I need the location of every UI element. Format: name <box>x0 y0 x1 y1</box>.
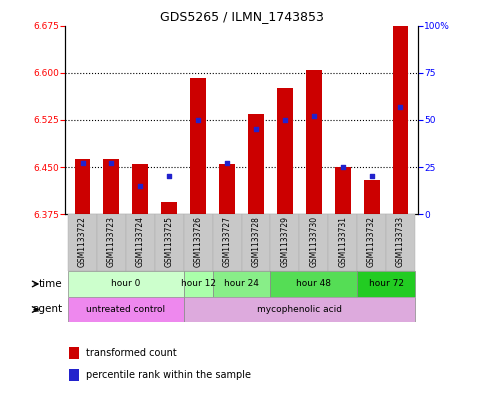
Text: hour 72: hour 72 <box>369 279 403 288</box>
Point <box>397 103 404 110</box>
Text: GSM1133726: GSM1133726 <box>194 216 203 267</box>
Bar <box>68 297 184 322</box>
Text: agent: agent <box>33 305 63 314</box>
Text: hour 0: hour 0 <box>111 279 141 288</box>
Bar <box>213 214 242 271</box>
Text: GSM1133724: GSM1133724 <box>136 216 145 267</box>
Text: GSM1133728: GSM1133728 <box>252 216 260 267</box>
Point <box>310 113 318 119</box>
Bar <box>248 114 264 214</box>
Bar <box>68 271 184 297</box>
Text: time: time <box>39 279 63 289</box>
Point <box>79 160 86 166</box>
Point <box>252 126 260 132</box>
Bar <box>155 214 184 271</box>
Point <box>223 160 231 166</box>
Bar <box>190 78 206 214</box>
Point <box>137 183 144 189</box>
Bar <box>213 271 270 297</box>
Text: GSM1133722: GSM1133722 <box>78 216 87 267</box>
Text: percentile rank within the sample: percentile rank within the sample <box>86 370 251 380</box>
Point <box>368 173 375 180</box>
Bar <box>161 202 177 214</box>
Point <box>194 117 202 123</box>
Bar <box>184 297 415 322</box>
Bar <box>97 214 126 271</box>
Bar <box>242 214 270 271</box>
Bar <box>132 164 148 214</box>
Bar <box>103 160 119 214</box>
Bar <box>335 167 351 214</box>
Text: GSM1133731: GSM1133731 <box>338 216 347 267</box>
Bar <box>270 214 299 271</box>
Bar <box>184 271 213 297</box>
Bar <box>393 26 409 214</box>
Bar <box>68 214 97 271</box>
Bar <box>126 214 155 271</box>
Text: GSM1133733: GSM1133733 <box>396 216 405 267</box>
Bar <box>357 271 415 297</box>
Text: hour 12: hour 12 <box>181 279 215 288</box>
Text: hour 48: hour 48 <box>296 279 331 288</box>
Bar <box>357 214 386 271</box>
Bar <box>299 214 328 271</box>
Bar <box>184 214 213 271</box>
Bar <box>74 160 90 214</box>
Text: GSM1133727: GSM1133727 <box>223 216 231 267</box>
Text: GSM1133725: GSM1133725 <box>165 216 174 267</box>
Text: GDS5265 / ILMN_1743853: GDS5265 / ILMN_1743853 <box>159 10 324 23</box>
Bar <box>69 369 79 381</box>
Text: hour 24: hour 24 <box>224 279 259 288</box>
Bar <box>69 347 79 359</box>
Text: mycophenolic acid: mycophenolic acid <box>257 305 342 314</box>
Text: GSM1133732: GSM1133732 <box>367 216 376 267</box>
Text: GSM1133723: GSM1133723 <box>107 216 116 267</box>
Bar <box>219 164 235 214</box>
Bar <box>386 214 415 271</box>
Bar <box>328 214 357 271</box>
Text: untreated control: untreated control <box>86 305 166 314</box>
Point <box>165 173 173 180</box>
Bar <box>306 70 322 214</box>
Bar <box>277 88 293 214</box>
Text: transformed count: transformed count <box>86 348 177 358</box>
Text: GSM1133729: GSM1133729 <box>280 216 289 267</box>
Text: GSM1133730: GSM1133730 <box>309 216 318 267</box>
Point <box>339 164 346 170</box>
Point <box>281 117 289 123</box>
Point <box>108 160 115 166</box>
Bar <box>270 271 357 297</box>
Bar <box>364 180 380 214</box>
